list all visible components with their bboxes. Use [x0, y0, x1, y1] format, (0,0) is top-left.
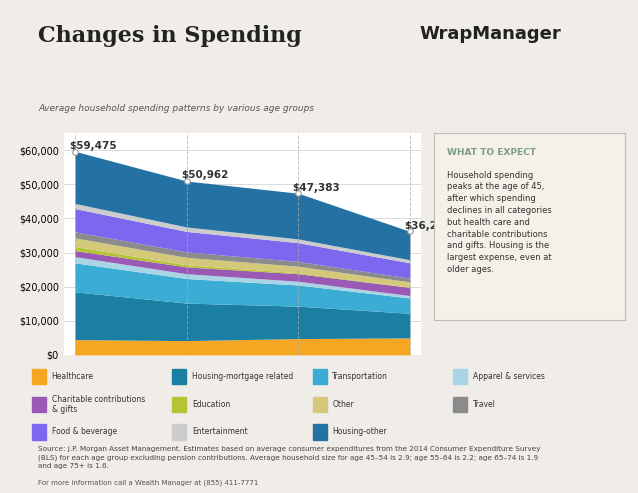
Bar [172, 369, 186, 384]
Text: Changes in Spending: Changes in Spending [38, 25, 302, 47]
Text: $59,475: $59,475 [70, 141, 117, 151]
Text: Charitable contributions
& gifts: Charitable contributions & gifts [52, 394, 145, 414]
Bar [313, 424, 327, 440]
Text: $47,383: $47,383 [293, 182, 341, 192]
Text: Source: J.P. Morgan Asset Management. Estimates based on average consumer expend: Source: J.P. Morgan Asset Management. Es… [38, 446, 541, 469]
Bar [32, 397, 46, 412]
Text: Household spending
peaks at the age of 45,
after which spending
declines in all : Household spending peaks at the age of 4… [447, 171, 552, 274]
Text: Other: Other [332, 400, 354, 409]
Bar [453, 369, 467, 384]
Text: For more information call a Wealth Manager at (855) 411-7771: For more information call a Wealth Manag… [38, 479, 258, 486]
Text: Average household spending patterns by various age groups: Average household spending patterns by v… [38, 104, 315, 112]
Text: Housing-mortgage related: Housing-mortgage related [192, 372, 293, 381]
Bar [172, 424, 186, 440]
Text: Entertainment: Entertainment [192, 427, 248, 436]
Text: Apparel & services: Apparel & services [473, 372, 544, 381]
Bar [313, 397, 327, 412]
Bar [32, 424, 46, 440]
Text: Housing-other: Housing-other [332, 427, 387, 436]
Text: Education: Education [192, 400, 230, 409]
Text: $50,962: $50,962 [181, 170, 228, 180]
Text: Healthcare: Healthcare [52, 372, 94, 381]
Bar [32, 369, 46, 384]
Text: WHAT TO EXPECT: WHAT TO EXPECT [447, 148, 536, 157]
X-axis label: Age: Age [232, 374, 253, 384]
Bar [172, 397, 186, 412]
Text: $36,206: $36,206 [404, 221, 452, 231]
Bar [313, 369, 327, 384]
Text: Transportation: Transportation [332, 372, 388, 381]
Text: WrapManager: WrapManager [420, 25, 561, 43]
Bar [453, 397, 467, 412]
Text: Travel: Travel [473, 400, 496, 409]
Text: Food & beverage: Food & beverage [52, 427, 117, 436]
